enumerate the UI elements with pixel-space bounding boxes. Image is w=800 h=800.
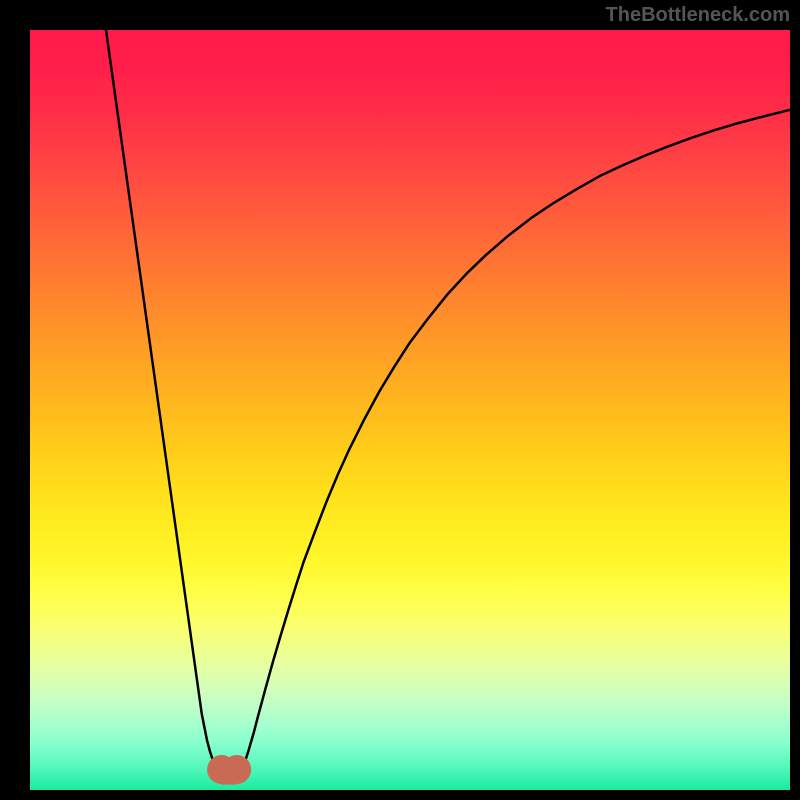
chart-container: TheBottleneck.com: [0, 0, 800, 800]
trough-marker-right: [222, 755, 251, 784]
bottleneck-chart: [0, 0, 800, 800]
